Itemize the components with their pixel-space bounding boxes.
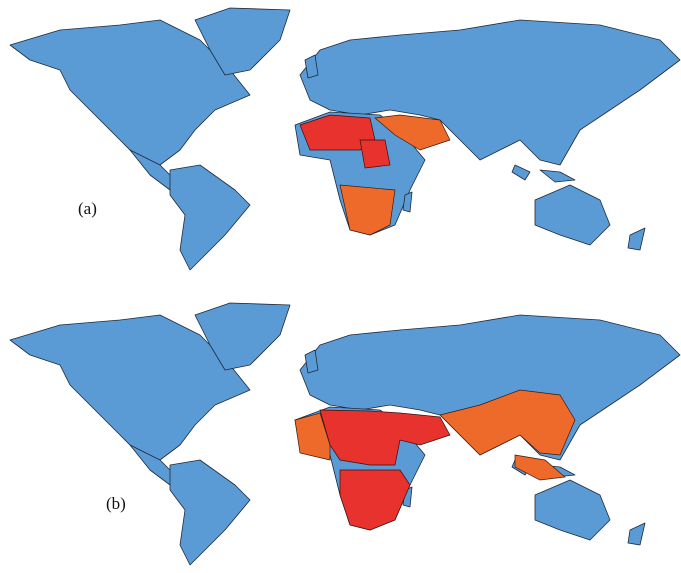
map-label: (a) (78, 199, 97, 218)
map-label: (b) (106, 494, 126, 513)
map-b: (b) (9, 302, 681, 566)
map-a: (a) (9, 7, 681, 271)
